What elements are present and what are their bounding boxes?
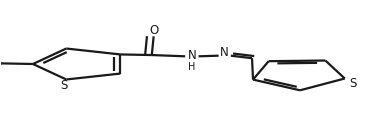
Text: O: O <box>149 24 158 37</box>
Text: S: S <box>349 77 357 90</box>
Text: N: N <box>187 49 196 62</box>
Text: H: H <box>188 62 196 72</box>
Text: S: S <box>61 79 68 92</box>
Text: N: N <box>220 46 229 59</box>
